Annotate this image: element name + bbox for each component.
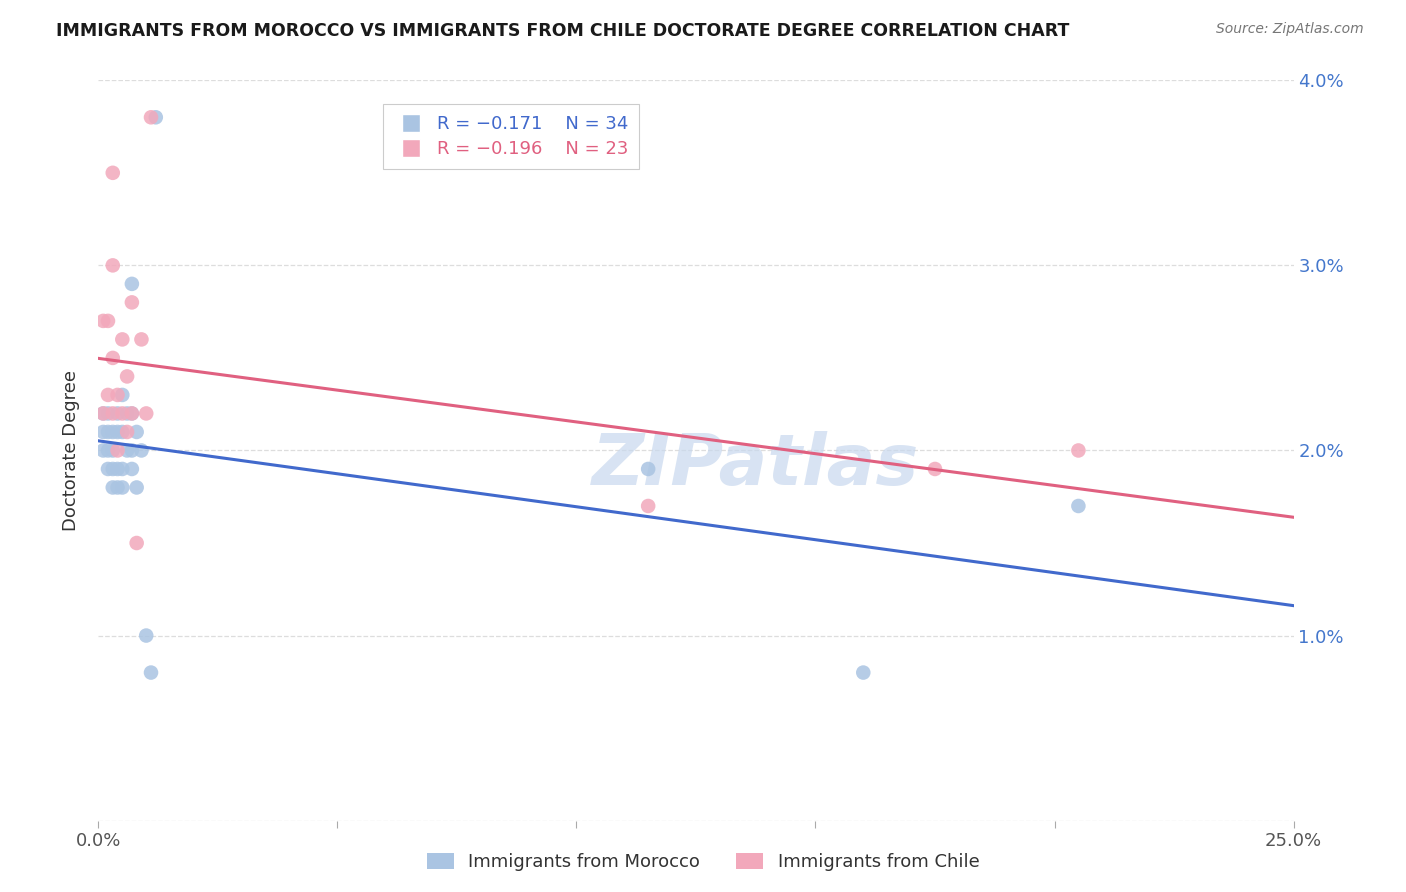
Point	[135, 407, 157, 421]
Point	[97, 388, 120, 402]
Point	[101, 351, 124, 365]
Point	[111, 333, 134, 347]
Point	[121, 462, 143, 476]
Point	[111, 425, 134, 439]
Point	[101, 166, 124, 180]
Point	[107, 407, 129, 421]
Point	[111, 407, 134, 421]
Legend: R = −0.171    N = 34, R = −0.196    N = 23: R = −0.171 N = 34, R = −0.196 N = 23	[382, 104, 638, 169]
Point	[125, 425, 148, 439]
Point	[121, 443, 143, 458]
Point	[101, 425, 124, 439]
Point	[131, 443, 153, 458]
Point	[115, 407, 138, 421]
Point	[1067, 499, 1090, 513]
Point	[145, 111, 167, 125]
Point	[107, 425, 129, 439]
Point	[101, 443, 124, 458]
Point	[107, 462, 129, 476]
Point	[97, 314, 120, 328]
Point	[97, 443, 120, 458]
Point	[924, 462, 946, 476]
Point	[121, 407, 143, 421]
Point	[97, 462, 120, 476]
Point	[111, 388, 134, 402]
Legend: Immigrants from Morocco, Immigrants from Chile: Immigrants from Morocco, Immigrants from…	[419, 846, 987, 879]
Point	[637, 462, 659, 476]
Point	[101, 407, 124, 421]
Point	[125, 481, 148, 495]
Point	[91, 443, 114, 458]
Y-axis label: Doctorate Degree: Doctorate Degree	[62, 370, 80, 531]
Point	[101, 259, 124, 273]
Point	[115, 369, 138, 384]
Point	[91, 314, 114, 328]
Point	[1067, 443, 1090, 458]
Text: Source: ZipAtlas.com: Source: ZipAtlas.com	[1216, 22, 1364, 37]
Point	[91, 407, 114, 421]
Text: ZIPatlas: ZIPatlas	[592, 431, 920, 500]
Point	[91, 407, 114, 421]
Point	[135, 628, 157, 642]
Point	[125, 536, 148, 550]
Point	[121, 277, 143, 291]
Point	[111, 462, 134, 476]
Point	[852, 665, 875, 680]
Point	[131, 333, 153, 347]
Text: IMMIGRANTS FROM MOROCCO VS IMMIGRANTS FROM CHILE DOCTORATE DEGREE CORRELATION CH: IMMIGRANTS FROM MOROCCO VS IMMIGRANTS FR…	[56, 22, 1070, 40]
Point	[97, 407, 120, 421]
Point	[107, 443, 129, 458]
Point	[107, 388, 129, 402]
Point	[101, 481, 124, 495]
Point	[139, 665, 162, 680]
Point	[115, 443, 138, 458]
Point	[637, 499, 659, 513]
Point	[101, 462, 124, 476]
Point	[115, 425, 138, 439]
Point	[139, 111, 162, 125]
Point	[121, 295, 143, 310]
Point	[97, 425, 120, 439]
Point	[121, 407, 143, 421]
Point	[107, 481, 129, 495]
Point	[111, 481, 134, 495]
Point	[91, 425, 114, 439]
